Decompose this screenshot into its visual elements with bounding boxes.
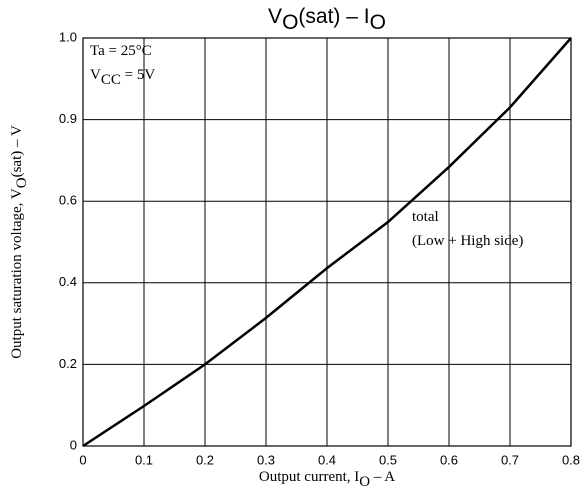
annotation: VCC = 5V bbox=[90, 67, 155, 88]
plot-frame bbox=[82, 37, 572, 447]
x-tick-label: 0.5 bbox=[379, 452, 397, 467]
annotation: total bbox=[412, 209, 439, 225]
chart-title-part: V bbox=[268, 5, 282, 28]
chart-title-part: O bbox=[282, 11, 298, 34]
y-tick-label: 0.9 bbox=[59, 111, 77, 126]
x-tick-label: 0.8 bbox=[562, 452, 580, 467]
x-axis-label-part: O bbox=[359, 474, 370, 490]
annotation-part: CC bbox=[101, 72, 121, 88]
x-tick-label: 0.7 bbox=[501, 452, 519, 467]
x-axis-label-part: Output current, I bbox=[259, 469, 359, 485]
x-tick-label: 0.1 bbox=[135, 452, 153, 467]
y-axis-label: Output saturation voltage, VO(sat) – V bbox=[9, 125, 30, 359]
y-axis-label-part: O bbox=[14, 177, 30, 188]
y-tick-label: 0.6 bbox=[59, 193, 77, 208]
annotation-part: total bbox=[412, 209, 439, 225]
x-tick-label: 0.3 bbox=[257, 452, 275, 467]
y-tick-label: 0 bbox=[70, 437, 77, 452]
y-axis-label-part: Output saturation voltage, V bbox=[9, 188, 25, 359]
chart-title: VO(sat) – IO bbox=[268, 5, 386, 34]
y-tick-label: 1.0 bbox=[59, 29, 77, 44]
y-tick-label: 0.2 bbox=[59, 356, 77, 371]
x-tick-label: 0 bbox=[79, 452, 86, 467]
annotation-part: V bbox=[90, 67, 101, 83]
x-tick-label: 0.2 bbox=[196, 452, 214, 467]
chart-title-part: (sat) – I bbox=[298, 5, 369, 28]
y-tick-label: 0.4 bbox=[59, 274, 77, 289]
annotation: (Low + High side) bbox=[412, 233, 523, 249]
data-line bbox=[82, 37, 572, 448]
x-axis-label: Output current, IO – A bbox=[259, 469, 395, 490]
chart-title-part: O bbox=[370, 11, 386, 34]
x-tick-label: 0.6 bbox=[440, 452, 458, 467]
annotation: Ta = 25°C bbox=[90, 43, 152, 59]
x-tick-label: 0.4 bbox=[318, 452, 336, 467]
x-axis-label-part: – A bbox=[370, 469, 395, 485]
annotation-part: = 5V bbox=[121, 67, 155, 83]
annotation-part: (Low + High side) bbox=[412, 233, 523, 249]
y-axis-label-part: (sat) – V bbox=[9, 125, 25, 177]
annotation-part: Ta = 25°C bbox=[90, 43, 152, 59]
